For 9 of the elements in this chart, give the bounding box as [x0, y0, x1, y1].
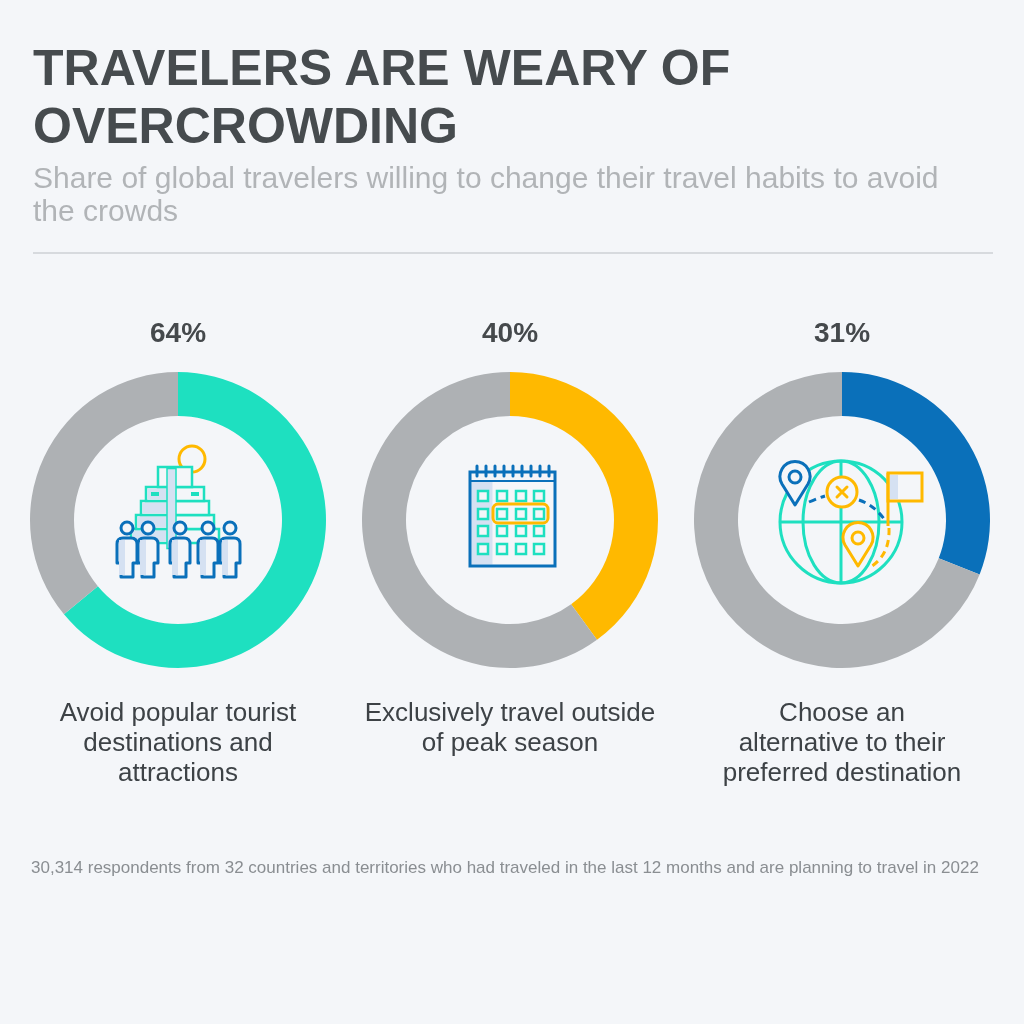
data-label: 40%: [481, 316, 539, 348]
text: 30,314 respondents from 32 countries and territories who had traveled in the last 12 months and are planning to travel in 2022: [31, 857, 980, 879]
text: Choose an alternative to their preferred destination: [721, 697, 963, 787]
data-label: 64%: [149, 316, 207, 348]
text: Exclusively travel outside of peak season: [363, 697, 657, 757]
text: Avoid popular tourist destinations and attractions: [58, 697, 298, 787]
data-label: 31%: [813, 316, 871, 348]
chart-title: TRAVELERS ARE WEARY OF OVERCROWDING: [33, 39, 732, 155]
text: Share of global travelers willing to change their travel habits to avoid the crowds: [33, 161, 940, 227]
